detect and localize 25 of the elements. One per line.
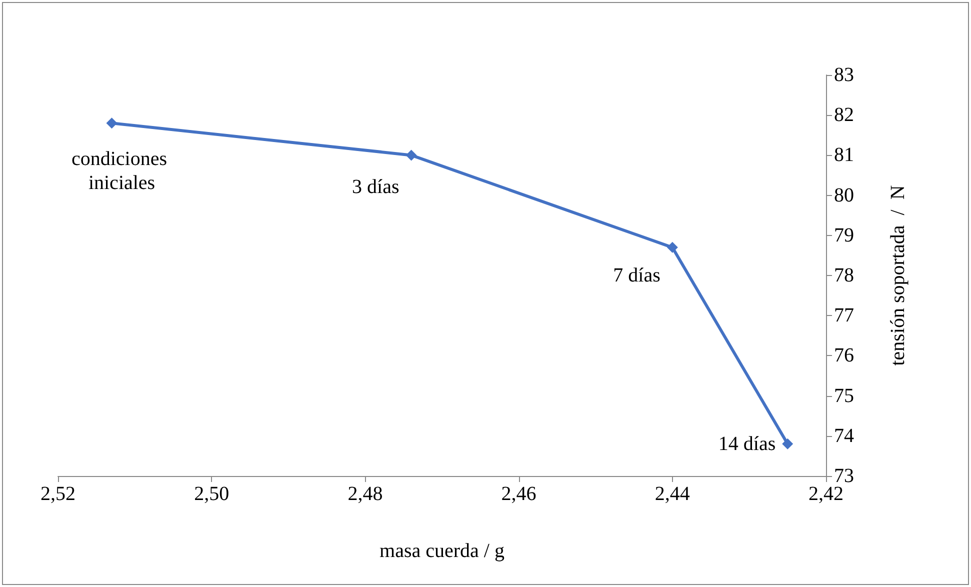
y-tick-label: 76	[834, 344, 854, 367]
point	[666, 242, 678, 253]
y-tick-label: 80	[834, 184, 854, 206]
x-tick-label: 2,50	[194, 483, 230, 505]
y-tick-label: 83	[834, 64, 854, 86]
y-tick-label: 78	[834, 264, 854, 286]
x-tick-label: 2,46	[501, 483, 536, 505]
x-tick-label: 2,44	[654, 483, 690, 505]
point	[106, 118, 118, 129]
annotation: 14 días	[718, 432, 776, 455]
y-tick-label: 74	[834, 424, 854, 447]
y-tick-label: 82	[834, 104, 854, 126]
x-axis-title: masa cuerda / g	[380, 540, 504, 562]
annotation: 7 días	[613, 264, 661, 286]
y-tick-label: 77	[834, 304, 854, 327]
annotation: condiciones iniciales	[71, 148, 172, 194]
annotation: 3 días	[352, 176, 400, 198]
y-tick-label: 75	[834, 384, 854, 407]
x-tick-label: 2,48	[348, 483, 383, 505]
point	[782, 438, 794, 450]
y-axis-title: tensión soportada / N	[887, 185, 909, 366]
x-tick-label: 2,52	[40, 483, 76, 505]
y-tick-label: 81	[834, 144, 854, 166]
y-tick-label: 79	[834, 224, 854, 246]
point	[406, 150, 417, 161]
